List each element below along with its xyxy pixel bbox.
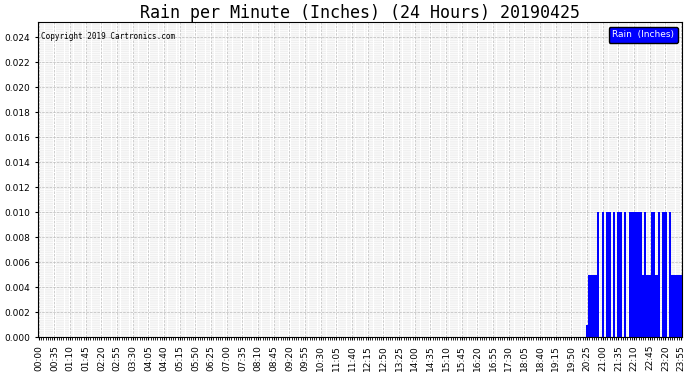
- Bar: [653, 212, 656, 338]
- Bar: [644, 212, 647, 338]
- Bar: [658, 212, 660, 338]
- Text: Copyright 2019 Cartronics.com: Copyright 2019 Cartronics.com: [41, 32, 175, 41]
- Bar: [620, 212, 622, 338]
- Bar: [680, 275, 682, 338]
- Bar: [662, 212, 664, 338]
- Bar: [589, 275, 591, 338]
- Bar: [676, 275, 678, 338]
- Bar: [640, 212, 642, 338]
- Bar: [591, 275, 593, 338]
- Bar: [647, 275, 649, 338]
- Bar: [635, 212, 638, 338]
- Title: Rain per Minute (Inches) (24 Hours) 20190425: Rain per Minute (Inches) (24 Hours) 2019…: [140, 4, 580, 22]
- Bar: [613, 212, 615, 338]
- Bar: [624, 212, 627, 338]
- Bar: [649, 275, 651, 338]
- Bar: [618, 212, 620, 338]
- Bar: [664, 212, 667, 338]
- Bar: [593, 275, 595, 338]
- Bar: [609, 212, 611, 338]
- Bar: [678, 275, 680, 338]
- Bar: [671, 275, 673, 338]
- Bar: [586, 325, 589, 338]
- Bar: [651, 212, 653, 338]
- Bar: [629, 212, 631, 338]
- Bar: [669, 212, 671, 338]
- Legend: Rain  (Inches): Rain (Inches): [609, 27, 678, 43]
- Bar: [642, 275, 644, 338]
- Bar: [656, 275, 658, 338]
- Bar: [598, 212, 600, 338]
- Bar: [595, 275, 598, 338]
- Bar: [607, 212, 609, 338]
- Bar: [633, 212, 635, 338]
- Bar: [602, 212, 604, 338]
- Bar: [638, 212, 640, 338]
- Bar: [673, 275, 676, 338]
- Bar: [631, 212, 633, 338]
